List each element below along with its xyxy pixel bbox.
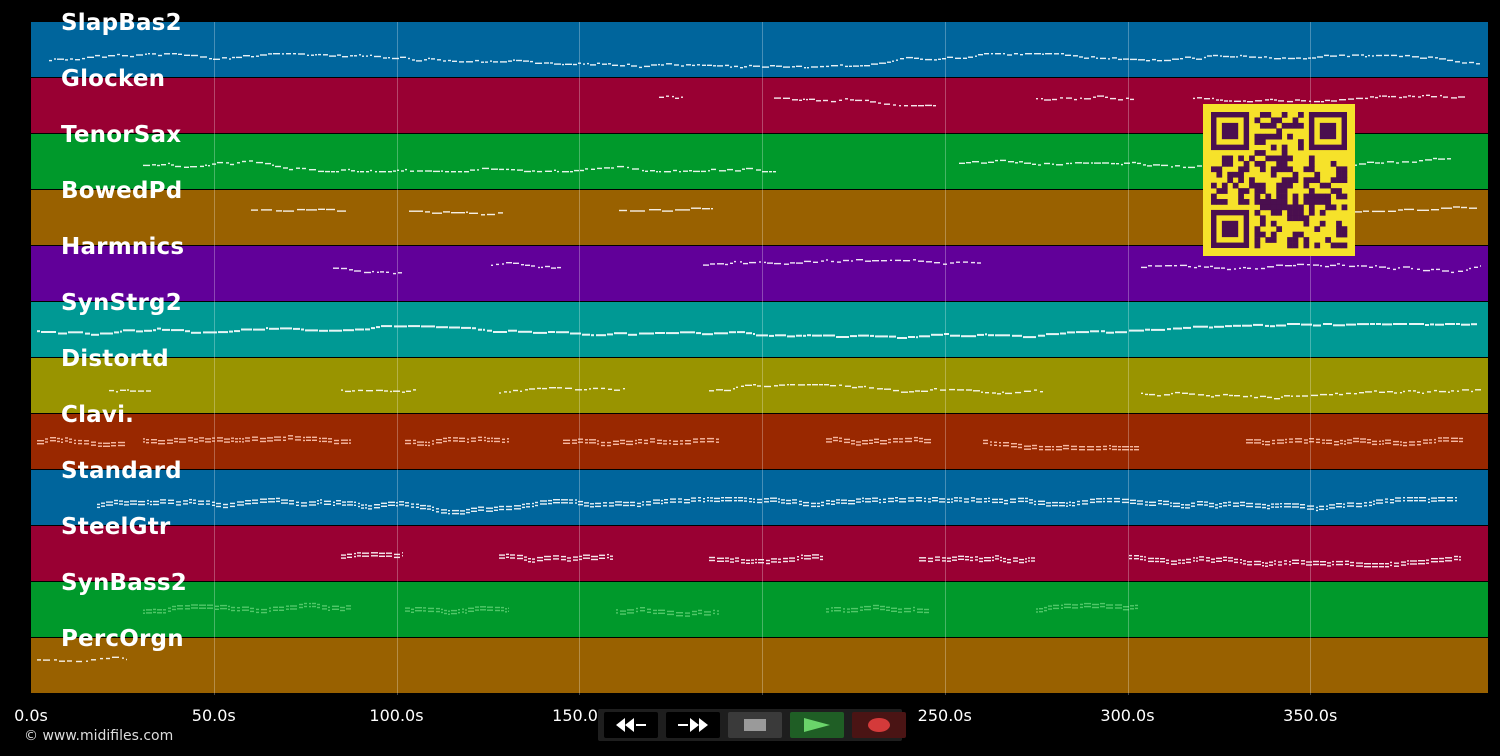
time-tick-label: 0.0s [14, 706, 48, 725]
gridline [1310, 22, 1312, 695]
gridline [396, 22, 398, 695]
track-notes [37, 435, 1463, 451]
track-standard[interactable]: Standard [31, 458, 1488, 525]
track-notes [341, 552, 1461, 568]
fast-forward-icon [678, 718, 708, 732]
track-notes [143, 602, 1138, 617]
time-tick-label: 350.0s [1283, 706, 1338, 725]
track-label: Clavi. [61, 402, 135, 428]
rewind-button[interactable] [604, 712, 658, 738]
track-synstrg2[interactable]: SynStrg2 [31, 290, 1488, 357]
gridline [944, 22, 946, 695]
track-notes [97, 497, 1457, 515]
track-label: TenorSax [61, 122, 182, 148]
track-label: SynStrg2 [61, 290, 182, 316]
track-clavi-[interactable]: Clavi. [31, 402, 1488, 469]
play-button[interactable] [790, 712, 844, 738]
track-label: PercOrgn [61, 626, 184, 652]
track-slapbas2[interactable]: SlapBas2 [31, 10, 1488, 77]
time-tick-label: 250.0s [917, 706, 972, 725]
rewind-icon [616, 718, 646, 732]
track-steelgtr[interactable]: SteelGtr [31, 514, 1488, 581]
track-label: SlapBas2 [61, 10, 182, 36]
stop-button[interactable] [728, 712, 782, 738]
record-icon [868, 718, 890, 732]
copyright-text: © www.midifiles.com [24, 728, 174, 744]
track-label: SteelGtr [61, 514, 171, 540]
gridline [213, 22, 215, 695]
play-icon [804, 718, 830, 732]
track-notes [49, 53, 1480, 69]
track-label: Glocken [61, 66, 166, 92]
track-label: Harmnics [61, 234, 185, 260]
track-distortd[interactable]: Distortd [31, 346, 1488, 413]
track-notes [109, 384, 1481, 400]
qr-code-icon [1203, 104, 1355, 256]
piano-roll: SlapBas2 Glocken TenorSax BowedPd Harmnics Sy… [31, 10, 1488, 695]
time-tick-label: 50.0s [191, 706, 236, 725]
time-axis [31, 695, 1488, 697]
gridline [579, 22, 581, 695]
stop-icon [744, 719, 766, 731]
track-label: Standard [61, 458, 182, 484]
gridline [1127, 22, 1129, 695]
record-button[interactable] [852, 712, 906, 738]
time-tick-label: 100.0s [369, 706, 424, 725]
track-percorgn[interactable]: PercOrgn [31, 626, 1488, 693]
time-tick-label: 300.0s [1100, 706, 1155, 725]
fast-forward-button[interactable] [666, 712, 720, 738]
track-label: SynBass2 [61, 570, 187, 596]
gridline [762, 22, 763, 695]
playback-controls [598, 709, 906, 741]
track-label: Distortd [61, 346, 169, 372]
track-notes [37, 323, 1477, 339]
time-tick-label: 150.0s [552, 706, 607, 725]
track-harmnics[interactable]: Harmnics [31, 234, 1488, 301]
track-label: BowedPd [61, 178, 183, 204]
track-synbass2[interactable]: SynBass2 [31, 570, 1488, 637]
track-notes [37, 656, 127, 663]
